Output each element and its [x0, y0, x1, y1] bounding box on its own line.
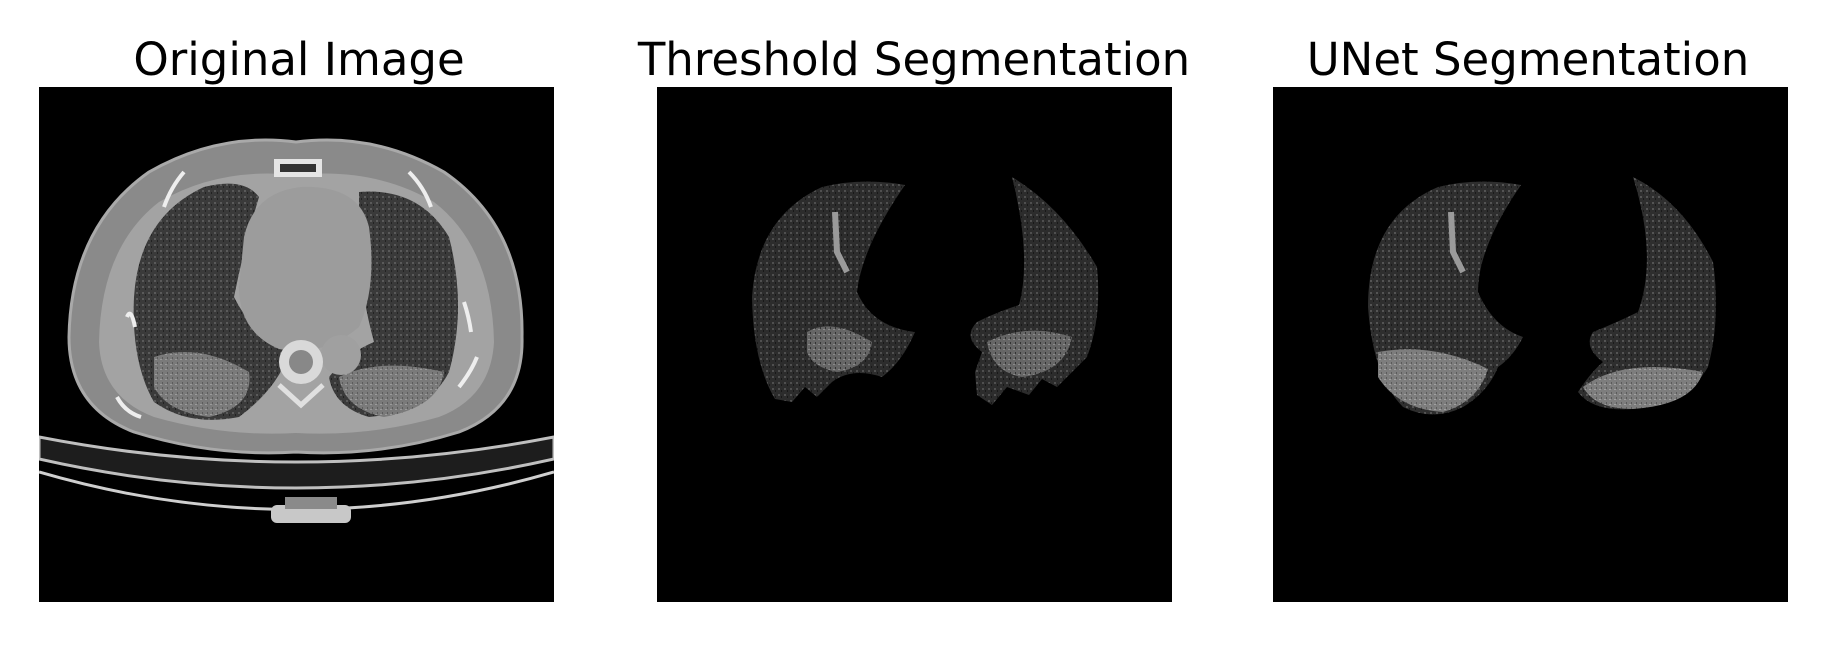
threshold-segmentation-image: [657, 87, 1172, 602]
original-ct-graphic: [39, 87, 554, 602]
panel-title-unet: UNet Segmentation: [1248, 34, 1808, 86]
unet-mask-graphic: [1273, 87, 1788, 602]
panel-unet: UNet Segmentation: [1248, 0, 1808, 647]
panel-threshold: Threshold Segmentation: [634, 0, 1194, 647]
unet-segmentation-image: [1273, 87, 1788, 602]
threshold-mask-graphic: [657, 87, 1172, 602]
panel-title-threshold: Threshold Segmentation: [634, 34, 1194, 86]
panel-title-original: Original Image: [19, 34, 579, 86]
original-ct-image: [39, 87, 554, 602]
panel-original: Original Image: [19, 0, 579, 647]
